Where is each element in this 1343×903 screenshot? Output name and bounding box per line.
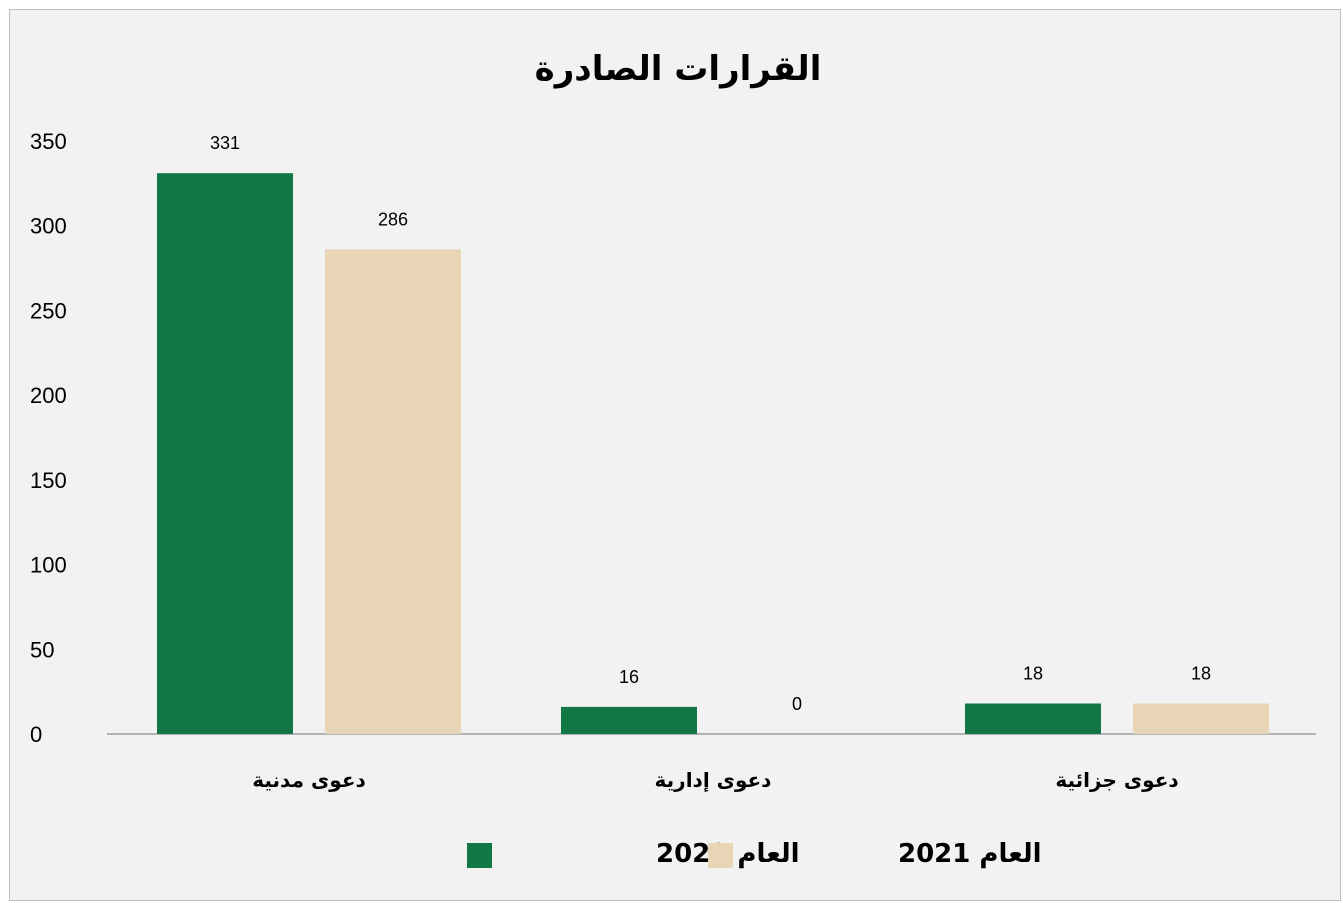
data-labels: 331 286 16 0 18 18 <box>210 133 1211 714</box>
y-tick-label: 50 <box>30 637 54 662</box>
legend: العام 2022 العام 2021 <box>467 839 1042 869</box>
y-tick-label: 250 <box>30 298 67 323</box>
y-axis: 0 50 100 150 200 250 300 350 <box>30 129 67 747</box>
legend-label: العام 2021 <box>898 839 1042 869</box>
data-label: 331 <box>210 133 240 153</box>
bar-3-series-1 <box>965 703 1101 734</box>
category-labels: دعوى مدنية دعوى إدارية دعوى جزائية <box>252 768 1178 792</box>
data-label: 16 <box>619 667 639 687</box>
chart-title: القرارات الصادرة <box>535 49 822 89</box>
bars <box>157 173 1269 735</box>
category-label: دعوى مدنية <box>252 768 366 792</box>
y-tick-label: 150 <box>30 468 67 493</box>
category-label: دعوى إدارية <box>655 768 772 792</box>
y-tick-label: 100 <box>30 553 67 578</box>
bar-1-series-2 <box>325 249 461 735</box>
bar-2-series-1 <box>561 706 697 734</box>
data-label: 286 <box>378 209 408 229</box>
y-tick-label: 350 <box>30 129 67 154</box>
legend-swatch <box>708 843 733 868</box>
data-label: 18 <box>1191 664 1211 684</box>
category-label: دعوى جزائية <box>1055 768 1178 792</box>
legend-swatch <box>467 843 492 868</box>
bar-3-series-2 <box>1133 703 1269 734</box>
y-tick-label: 300 <box>30 214 67 239</box>
y-tick-label: 200 <box>30 383 67 408</box>
y-tick-label: 0 <box>30 722 42 747</box>
bar-1-series-1 <box>157 173 293 735</box>
data-label: 0 <box>792 694 802 714</box>
data-label: 18 <box>1023 664 1043 684</box>
